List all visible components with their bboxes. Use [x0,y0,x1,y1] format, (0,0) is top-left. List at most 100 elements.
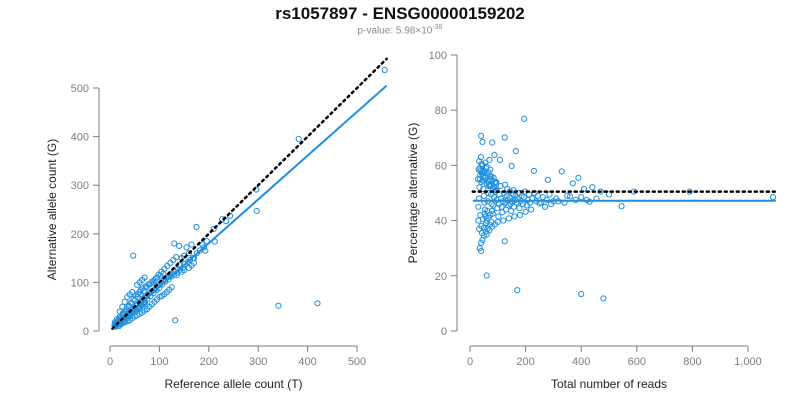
y-tick-label: 100 [429,50,447,62]
data-point [501,134,508,141]
data-point [121,298,128,305]
data-point [530,167,538,175]
x-tick-label: 500 [348,356,366,368]
data-point [171,240,178,247]
data-point [478,247,485,255]
data-point [478,132,485,139]
data-point [196,247,204,254]
x-axis-label: Reference allele count (T) [164,377,302,391]
data-point [481,210,488,217]
data-point [586,198,593,205]
data-point [145,281,152,288]
data-point [160,270,167,277]
data-point [490,174,497,181]
data-point [253,207,260,215]
data-point [295,135,302,143]
x-tick-label: 0 [467,356,473,368]
data-point [137,287,144,294]
data-point [210,225,217,233]
data-point [130,252,137,259]
data-point [578,194,585,201]
data-point [193,223,200,231]
data-point [489,139,496,146]
data-point [132,292,139,300]
data-point [508,162,515,170]
data-point [488,218,495,226]
data-point [496,156,504,163]
data-point [544,176,551,183]
data-point [161,265,168,272]
data-point [488,207,496,215]
data-point [479,216,487,223]
data-point [487,166,494,173]
data-point [541,203,549,210]
data-point [501,238,508,245]
data-point [486,156,493,163]
x-tick-label: 200 [200,356,218,368]
data-point [516,211,524,219]
chart-subtitle: p-value: 5.98×10-38 [0,24,800,36]
data-point [493,187,500,194]
data-point [521,115,528,122]
y-tick-label: 20 [435,271,447,283]
y-tick-label: 300 [71,180,89,192]
y-tick-label: 80 [435,105,447,117]
data-point [183,244,190,251]
data-point [492,180,499,187]
x-tick-label: 600 [628,356,646,368]
data-point [508,207,515,215]
data-point [178,268,185,275]
data-point [480,192,487,199]
data-point [475,203,482,210]
data-point [569,180,576,187]
y-axis-label: Percentage alternative (G) [406,123,420,264]
data-point [134,290,141,298]
x-tick-label: 200 [516,356,534,368]
x-axis-label: Total number of reads [551,377,667,391]
y-tick-label: 0 [83,326,89,338]
y-axis-label: Alternative allele count (G) [45,139,59,280]
data-point [589,184,596,191]
data-point [578,290,585,298]
ref-vs-alt-scatter-panel: 0 100 200 300 400 500 0 100 200 300 400 500 Referenc… [45,57,388,391]
y-tick-label: 400 [71,132,89,144]
data-point [167,259,174,267]
data-point [172,317,179,324]
expected-reference-line [111,57,388,330]
data-point [510,203,518,210]
data-point [478,239,485,246]
read-depth-vs-percent-scatter-panel: 0 200 400 600 800 1,000 0 20 40 60 80 100 Total numb… [406,50,778,391]
data-point [564,192,571,199]
x-tick-label: 300 [249,356,267,368]
data-point [190,259,198,267]
data-point [516,205,523,212]
y-tick-label: 40 [435,216,447,228]
data-point [275,302,282,309]
data-point [769,194,777,201]
data-point [483,272,490,279]
data-point [170,256,177,264]
data-point [522,208,529,215]
data-point [566,193,574,200]
data-point [478,229,486,237]
data-point [129,289,136,296]
x-tick-label: 1,000 [734,356,762,368]
data-point [686,188,693,195]
data-point [188,241,195,248]
data-point [381,66,388,74]
data-point [534,192,541,199]
data-point [476,184,483,191]
data-point [185,250,193,257]
x-tick-label: 0 [107,356,113,368]
data-point [173,254,180,261]
data-point [500,217,507,224]
x-tick-label: 400 [298,356,316,368]
p-value-label: p-value: 5.98×10 [357,25,433,37]
x-tick-label: 100 [150,356,168,368]
y-tick-label: 100 [71,277,89,289]
data-point [479,138,486,146]
fitted-trend-line [111,84,388,330]
y-tick-label: 60 [435,160,447,172]
data-point [510,187,517,194]
